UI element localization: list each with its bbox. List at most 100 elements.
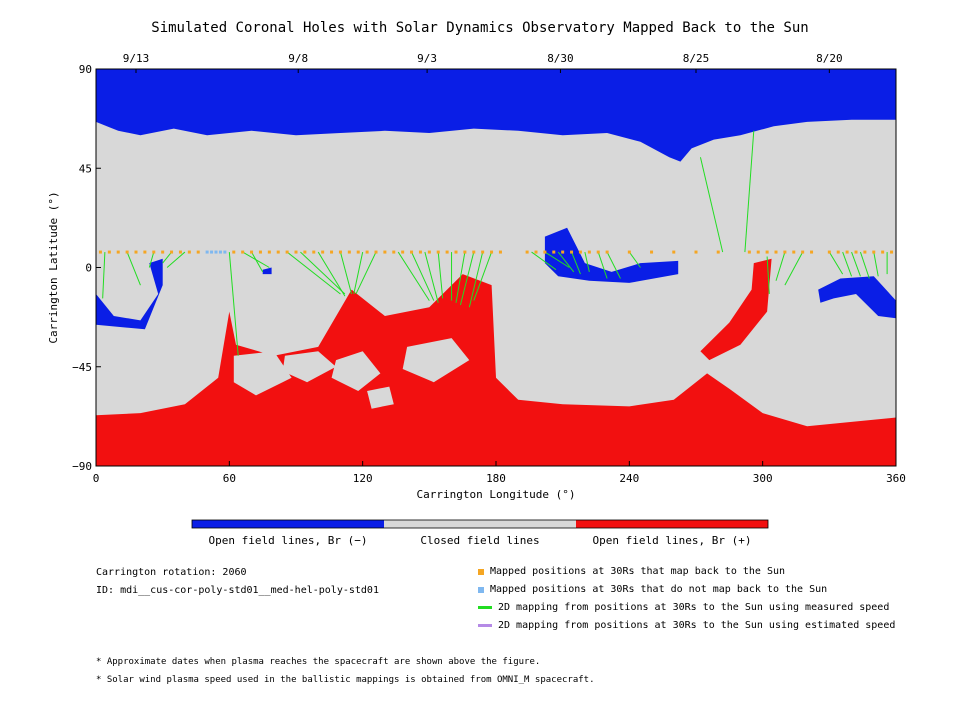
mapping-line [775, 251, 786, 281]
mapped-point [276, 250, 280, 254]
negative-hole-west [96, 258, 163, 330]
top-date-label: 9/3 [417, 52, 437, 65]
mapped-point [890, 250, 894, 254]
carrington-rotation: Carrington rotation: 2060 [96, 567, 247, 578]
top-date-label: 9/8 [288, 52, 308, 65]
unmapped-point [218, 250, 222, 254]
mapped-point [463, 250, 467, 254]
mapped-point [143, 250, 147, 254]
mapped-point [187, 250, 191, 254]
mapping-line [339, 251, 353, 295]
mapping-line [557, 251, 575, 273]
mapping-line [873, 251, 879, 277]
colorbar-positive [576, 520, 768, 528]
mapped-point [427, 250, 431, 254]
mapping-line [459, 251, 475, 306]
legend-label: Mapped positions at 30Rs that do not map… [490, 584, 828, 595]
mapped-point [196, 250, 200, 254]
mapped-point [383, 250, 387, 254]
mapped-point [330, 250, 334, 254]
mapped-point [605, 250, 609, 254]
y-tick-label: −45 [72, 361, 92, 374]
mapping-line [455, 251, 466, 303]
legend-item: Mapped positions at 30Rs that map back t… [478, 566, 785, 577]
mapping-line [473, 251, 493, 301]
mapped-point [774, 250, 778, 254]
mapping-line [544, 251, 570, 268]
legend-label: 2D mapping from positions at 30Rs to the… [498, 602, 890, 613]
mapped-point [321, 250, 325, 254]
colorbar-negative [192, 520, 384, 528]
mapped-point [178, 250, 182, 254]
mapping-line [851, 251, 861, 277]
unmapped-point [223, 250, 227, 254]
closed-island [402, 338, 470, 383]
mapped-point [578, 250, 582, 254]
legend-label: Mapped positions at 30Rs that map back t… [490, 566, 786, 577]
mapping-line [424, 251, 439, 303]
mapping-line [699, 157, 724, 253]
mapped-point [303, 250, 307, 254]
top-date-label: 8/20 [816, 52, 843, 65]
x-tick-label: 180 [486, 472, 506, 485]
mapped-point [250, 250, 254, 254]
top-date-label: 9/13 [123, 52, 150, 65]
legend-item: 2D mapping from positions at 30Rs to the… [478, 620, 895, 631]
mapped-point [716, 250, 720, 254]
mapped-point [436, 250, 440, 254]
mapped-point [836, 250, 840, 254]
mapping-line [355, 251, 377, 295]
y-axis-label: Carrington Latitude (°) [47, 191, 60, 343]
mapping-line [228, 252, 239, 356]
colorbar [191, 519, 769, 529]
colorbar-closed [384, 520, 576, 528]
mapped-point [241, 250, 245, 254]
mapping-line [411, 251, 435, 301]
y-tick-label: 45 [79, 162, 92, 175]
mapped-point [410, 250, 414, 254]
mapping-line [859, 251, 870, 279]
mapping-line [571, 251, 581, 275]
legend-item: Mapped positions at 30Rs that do not map… [478, 584, 827, 595]
mapped-point [365, 250, 369, 254]
mapping-line [397, 251, 430, 301]
y-tick-label: 90 [79, 63, 92, 76]
mapped-point [498, 250, 502, 254]
x-tick-label: 120 [353, 472, 373, 485]
mapped-point [810, 250, 814, 254]
mapped-point [672, 250, 676, 254]
mapping-line [353, 251, 364, 295]
mapped-point [783, 250, 787, 254]
mapped-point [756, 250, 760, 254]
field-regions [96, 69, 896, 466]
mapped-point [134, 250, 138, 254]
mapped-point [454, 250, 458, 254]
mapped-point [285, 250, 289, 254]
mapped-point [801, 250, 805, 254]
mapped-point [347, 250, 351, 254]
mapped-point [650, 250, 654, 254]
mapping-line [606, 251, 621, 279]
mapped-point [374, 250, 378, 254]
x-tick-label: 360 [886, 472, 906, 485]
mapped-point [534, 250, 538, 254]
closed-island [367, 386, 394, 409]
mapped-point [338, 250, 342, 254]
mapped-point [98, 250, 102, 254]
model-id: ID: mdi__cus-cor-poly-std01__med-hel-pol… [96, 585, 379, 596]
mapped-point [267, 250, 271, 254]
mapped-point [792, 250, 796, 254]
mapped-point [232, 250, 236, 254]
mapped-point [525, 250, 529, 254]
mapped-point [747, 250, 751, 254]
closed-island [282, 351, 336, 383]
mapped-point [872, 250, 876, 254]
legend-line-icon [478, 606, 492, 609]
mapping-lines [102, 130, 888, 356]
x-tick-label: 300 [753, 472, 773, 485]
mapped-point [863, 250, 867, 254]
mapped-point [125, 250, 129, 254]
mapped-point [570, 250, 574, 254]
mapped-point [152, 250, 156, 254]
mapped-point [116, 250, 120, 254]
